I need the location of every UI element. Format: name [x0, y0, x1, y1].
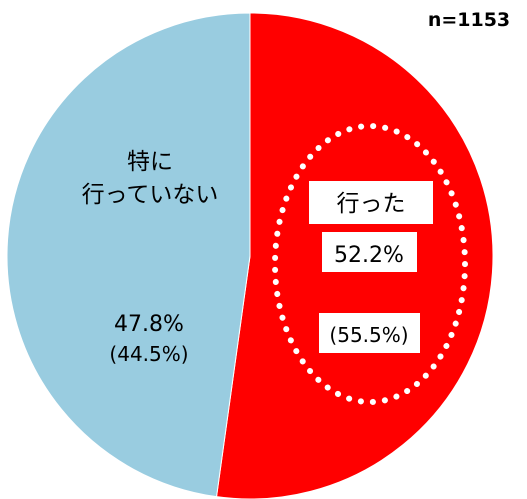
sample-size-label: n=1153	[428, 9, 510, 31]
not-went-secondary-label: (44.5%)	[109, 342, 188, 366]
went-label: 行った	[337, 191, 406, 217]
went-percent-label: 52.2%	[334, 243, 404, 268]
not-went-label-line-1: 特に	[127, 149, 173, 175]
pie-slice-not-went	[6, 12, 251, 498]
went-secondary-box	[319, 313, 420, 353]
went-secondary-label: (55.5%)	[329, 323, 408, 347]
not-went-percent-label: 47.8%	[114, 312, 184, 337]
slices-layer	[6, 12, 494, 499]
went-label-box	[309, 181, 433, 224]
not-went-label-line-2: 行っていない	[82, 182, 219, 208]
highlight-dotted-ellipse	[272, 123, 468, 405]
went-percent-box	[322, 232, 417, 272]
